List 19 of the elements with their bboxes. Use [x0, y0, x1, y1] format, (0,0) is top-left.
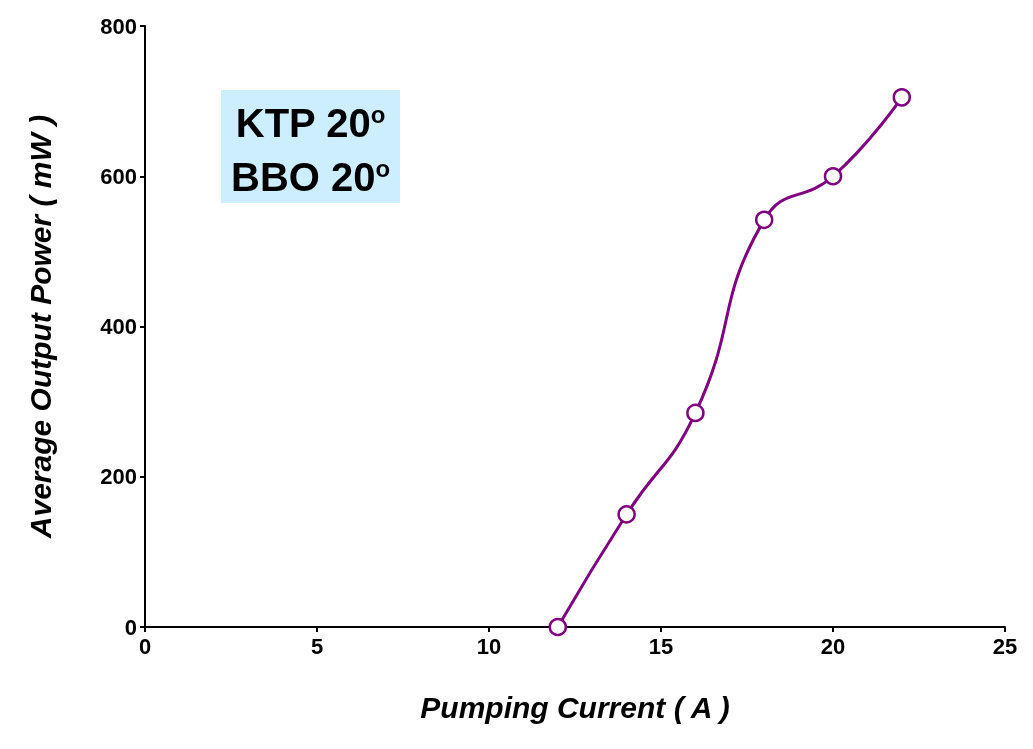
point [617, 505, 636, 524]
point [823, 167, 843, 186]
x-tick-label: 5 [310, 633, 324, 659]
x-axis-title: Pumping Current ( A ) [420, 690, 730, 724]
point [686, 403, 705, 423]
x-tick-label: 15 [648, 633, 674, 659]
note-box: KTP 20$^{o}$ BBO 20$^{o}$ [221, 90, 401, 203]
point [754, 210, 774, 230]
x-tick-label: 20 [820, 633, 846, 659]
y-tick-label: 200 [100, 464, 137, 490]
y-axis-title: Average Output Power ( mW ) [23, 114, 57, 540]
x-tick-label: 10 [476, 633, 502, 659]
y-tick-label: 600 [100, 163, 137, 189]
x-tick-label: 25 [992, 633, 1018, 659]
y-tick-label: 800 [100, 13, 137, 39]
y-tick-label: 0 [124, 614, 137, 640]
point [892, 88, 912, 107]
y-tick-label: 400 [100, 314, 137, 339]
point [548, 617, 568, 637]
